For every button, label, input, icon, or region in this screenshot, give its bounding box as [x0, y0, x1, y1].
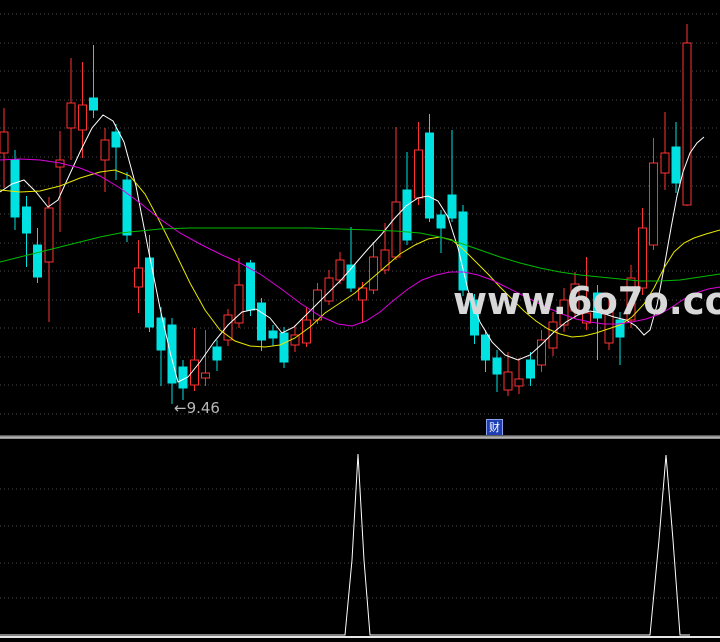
panel-divider[interactable] [0, 435, 720, 439]
indicator-panel[interactable] [0, 439, 720, 642]
candlestick-panel[interactable]: www.6o7o.com ←9.46 财 [0, 0, 720, 436]
indicator-spike-chart[interactable] [0, 439, 720, 642]
candlestick-chart[interactable] [0, 0, 720, 435]
low-price-annotation: ←9.46 [174, 399, 220, 417]
indicator-badge[interactable]: 财 [486, 419, 503, 436]
